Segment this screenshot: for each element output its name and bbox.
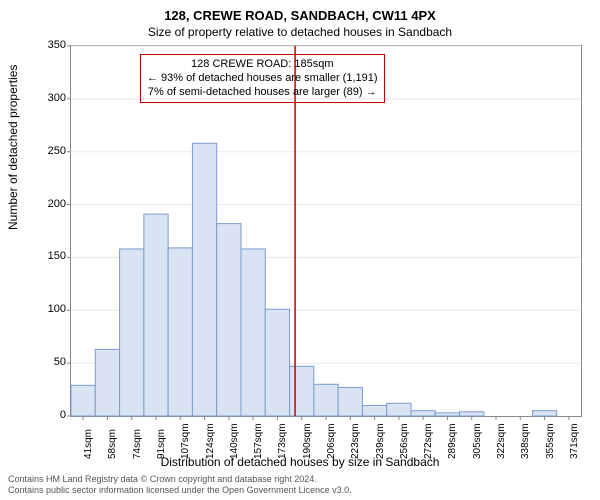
x-tick-label: 338sqm bbox=[520, 423, 531, 459]
footer-line-2: Contains public sector information licen… bbox=[8, 485, 352, 496]
x-tick-label: 305sqm bbox=[472, 423, 483, 459]
x-tick-label: 107sqm bbox=[180, 423, 191, 459]
histogram-bar bbox=[265, 309, 289, 416]
histogram-bar bbox=[217, 224, 241, 416]
histogram-bar bbox=[71, 385, 95, 416]
histogram-bar bbox=[314, 384, 338, 416]
histogram-bar bbox=[411, 411, 435, 416]
x-tick-label: 140sqm bbox=[229, 423, 240, 459]
histogram-bar bbox=[460, 412, 484, 416]
x-tick-label: 124sqm bbox=[205, 423, 216, 459]
callout-line-1: 128 CREWE ROAD: 185sqm bbox=[147, 58, 378, 72]
x-tick-label: 256sqm bbox=[399, 423, 410, 459]
x-tick-label: 74sqm bbox=[132, 429, 143, 459]
histogram-bar bbox=[532, 411, 556, 416]
x-tick-label: 239sqm bbox=[375, 423, 386, 459]
y-tick-label: 300 bbox=[48, 92, 66, 104]
callout-box: 128 CREWE ROAD: 185sqm ← 93% of detached… bbox=[140, 54, 385, 103]
chart-title-main: 128, CREWE ROAD, SANDBACH, CW11 4PX bbox=[0, 0, 600, 23]
y-axis-label: Number of detached properties bbox=[6, 65, 20, 230]
x-tick-label: 58sqm bbox=[107, 429, 118, 459]
x-tick-label: 272sqm bbox=[423, 423, 434, 459]
x-tick-label: 173sqm bbox=[277, 423, 288, 459]
x-tick-label: 206sqm bbox=[326, 423, 337, 459]
histogram-bar bbox=[338, 387, 362, 416]
x-tick-label: 41sqm bbox=[83, 429, 94, 459]
x-tick-label: 190sqm bbox=[302, 423, 313, 459]
y-tick-label: 350 bbox=[48, 39, 66, 51]
histogram-bar bbox=[95, 349, 119, 416]
histogram-bar bbox=[192, 143, 216, 416]
callout-line-2: ← 93% of detached houses are smaller (1,… bbox=[147, 72, 378, 86]
histogram-bar bbox=[241, 249, 265, 416]
x-tick-label: 355sqm bbox=[545, 423, 556, 459]
chart-title-sub: Size of property relative to detached ho… bbox=[0, 23, 600, 39]
histogram-bar bbox=[387, 403, 411, 416]
histogram-bar bbox=[290, 366, 314, 416]
y-tick-label: 150 bbox=[48, 250, 66, 262]
callout-line-3: 7% of semi-detached houses are larger (8… bbox=[147, 86, 378, 100]
x-tick-label: 371sqm bbox=[569, 423, 580, 459]
x-tick-label: 91sqm bbox=[156, 429, 167, 459]
histogram-bar bbox=[168, 248, 192, 416]
x-tick-label: 157sqm bbox=[253, 423, 264, 459]
histogram-bar bbox=[362, 405, 386, 416]
y-tick-label: 50 bbox=[54, 356, 66, 368]
histogram-bar bbox=[120, 249, 144, 416]
histogram-bar bbox=[435, 413, 459, 416]
y-tick-label: 100 bbox=[48, 303, 66, 315]
y-tick-label: 250 bbox=[48, 145, 66, 157]
y-tick-label: 0 bbox=[60, 409, 66, 421]
x-tick-label: 223sqm bbox=[350, 423, 361, 459]
footer-attribution: Contains HM Land Registry data © Crown c… bbox=[8, 474, 352, 496]
x-tick-label: 322sqm bbox=[496, 423, 507, 459]
footer-line-1: Contains HM Land Registry data © Crown c… bbox=[8, 474, 352, 485]
y-tick-label: 200 bbox=[48, 198, 66, 210]
histogram-bar bbox=[144, 214, 168, 416]
x-tick-label: 289sqm bbox=[447, 423, 458, 459]
